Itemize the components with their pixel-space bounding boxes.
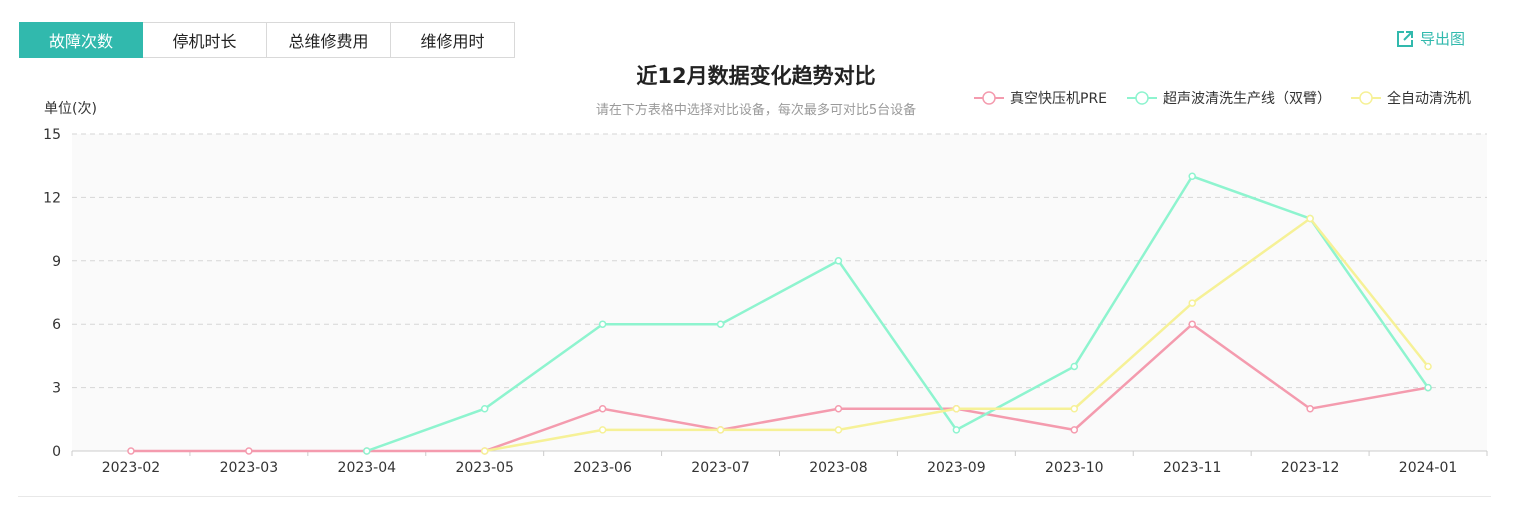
legend-marker-icon bbox=[1127, 91, 1158, 105]
x-tick-label: 2023-02 bbox=[102, 460, 161, 476]
data-point bbox=[1070, 404, 1079, 413]
legend-item-vacuum-press[interactable]: 真空快压机PRE bbox=[974, 88, 1107, 108]
x-tick-label: 2023-09 bbox=[927, 460, 986, 476]
chart-title: 近12月数据变化趋势对比 bbox=[636, 64, 876, 88]
data-point bbox=[834, 426, 843, 434]
legend-label: 超声波清洗生产线（双臂） bbox=[1163, 91, 1332, 107]
data-point bbox=[834, 404, 843, 413]
y-tick-label: 3 bbox=[52, 381, 61, 397]
data-point bbox=[598, 426, 607, 434]
data-point bbox=[127, 447, 135, 455]
export-icon bbox=[1397, 30, 1413, 47]
y-tick-label: 12 bbox=[43, 190, 61, 206]
y-tick-label: 0 bbox=[52, 444, 61, 460]
data-point bbox=[952, 426, 961, 434]
x-tick-label: 2023-12 bbox=[1281, 460, 1340, 476]
tab-bar: 故障次数 停机时长 总维修费用 维修用时 bbox=[19, 22, 515, 58]
data-point bbox=[952, 404, 961, 413]
x-tick-label: 2023-10 bbox=[1045, 460, 1104, 476]
tab-repair-time[interactable]: 维修用时 bbox=[391, 22, 515, 58]
x-tick-label: 2024-01 bbox=[1399, 460, 1458, 476]
data-point bbox=[1424, 383, 1432, 392]
data-point bbox=[480, 447, 489, 455]
legend-item-ultrasonic-line[interactable]: 超声波清洗生产线（双臂） bbox=[1127, 88, 1331, 108]
legend-label: 真空快压机PRE bbox=[1010, 91, 1108, 107]
tab-fault-count[interactable]: 故障次数 bbox=[19, 22, 143, 58]
x-tick-label: 2023-05 bbox=[455, 460, 514, 476]
data-point bbox=[1188, 299, 1196, 307]
data-point bbox=[716, 426, 725, 434]
chart-subtitle: 请在下方表格中选择对比设备，每次最多可对比5台设备 bbox=[595, 103, 917, 118]
legend-item-auto-washer[interactable]: 全自动清洗机 bbox=[1351, 88, 1471, 108]
legend-label: 全自动清洗机 bbox=[1387, 91, 1472, 107]
y-tick-label: 9 bbox=[52, 254, 61, 270]
chart-legend: 真空快压机PRE 超声波清洗生产线（双臂） 全自动清洗机 bbox=[974, 88, 1491, 108]
export-label: 导出图 bbox=[1420, 30, 1466, 48]
export-chart-button[interactable]: 导出图 bbox=[1396, 28, 1465, 49]
x-tick-label: 2023-11 bbox=[1163, 460, 1222, 476]
x-tick-label: 2023-06 bbox=[573, 460, 632, 476]
data-point bbox=[480, 404, 489, 413]
legend-marker-icon bbox=[1351, 91, 1382, 105]
x-tick-label: 2023-03 bbox=[220, 460, 279, 476]
y-axis-unit-label: 单位(次) bbox=[44, 101, 97, 117]
data-point bbox=[1306, 214, 1314, 223]
data-point bbox=[245, 447, 253, 455]
tab-total-repair-cost[interactable]: 总维修费用 bbox=[267, 22, 391, 58]
x-tick-label: 2023-07 bbox=[691, 460, 750, 476]
data-point bbox=[598, 404, 607, 413]
data-point bbox=[1188, 320, 1196, 328]
data-point bbox=[598, 320, 607, 328]
y-tick-label: 6 bbox=[52, 317, 61, 333]
legend-marker-icon bbox=[974, 91, 1004, 105]
series-line-0 bbox=[130, 322, 1429, 453]
tab-downtime[interactable]: 停机时长 bbox=[143, 22, 267, 58]
data-point bbox=[1070, 426, 1079, 434]
data-point bbox=[834, 257, 843, 265]
data-point bbox=[363, 447, 371, 455]
data-point bbox=[716, 320, 725, 328]
divider bbox=[18, 496, 1491, 497]
data-point bbox=[1424, 362, 1432, 371]
x-tick-label: 2023-08 bbox=[809, 460, 868, 476]
x-tick-label: 2023-04 bbox=[338, 460, 397, 476]
data-point bbox=[1070, 362, 1079, 371]
data-point bbox=[1188, 172, 1196, 181]
y-tick-label: 15 bbox=[43, 127, 61, 143]
data-point bbox=[1306, 404, 1314, 413]
series-line-1 bbox=[366, 174, 1430, 453]
